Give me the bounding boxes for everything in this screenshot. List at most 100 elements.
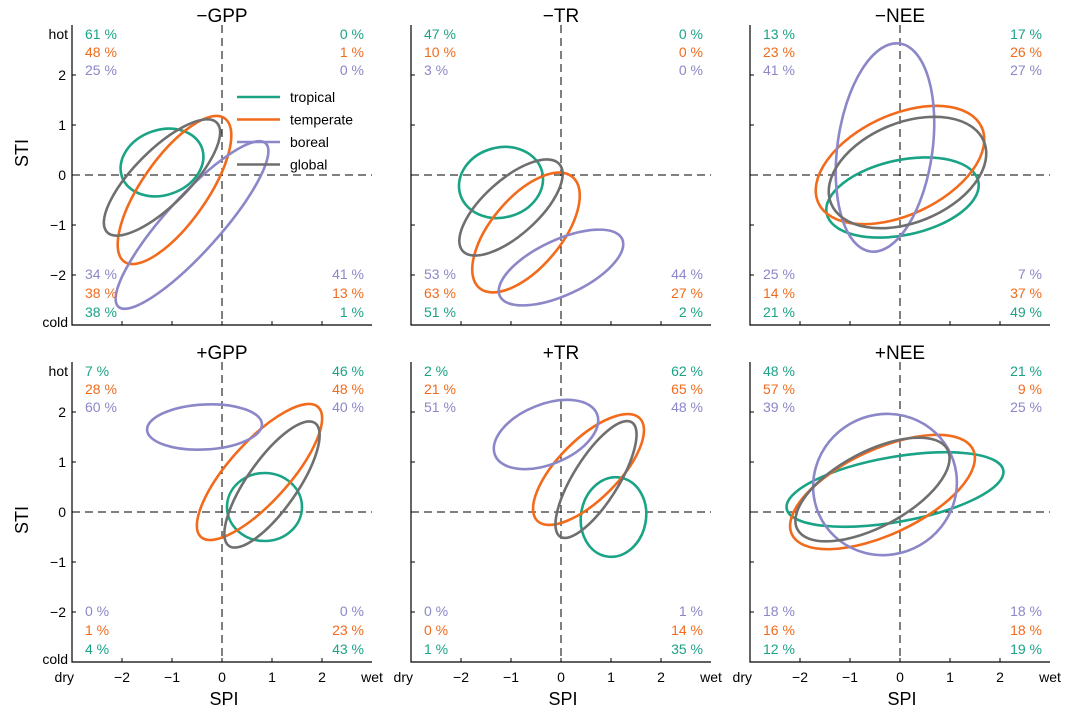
percent-top-left-temperate: 48 % [85,44,117,60]
x-tick-label: −2 [453,669,469,685]
percent-bottom-left-temperate: 16 % [763,622,795,638]
x-tick-label: −1 [842,669,858,685]
percent-bottom-right-tropical: 2 % [679,304,703,320]
percent-bottom-left-tropical: 12 % [763,641,795,657]
percent-bottom-right-temperate: 14 % [671,622,703,638]
percent-top-right-tropical: 46 % [332,363,364,379]
percent-top-left-boreal: 3 % [424,62,448,78]
percent-top-left-tropical: 13 % [763,26,795,42]
percent-bottom-left-boreal: 53 % [424,266,456,282]
percent-top-right-temperate: 0 % [679,44,703,60]
panel-5: −2 −1 0 1 2 dry wet +TR 2 % 62 % 21 % 65 % 51 % 48 % 0… [394,343,722,685]
ellipse-temperate [531,412,646,527]
legend: tropical temperate boreal global [237,89,353,173]
x-tick-label: 2 [996,669,1004,685]
percent-bottom-left-temperate: 0 % [424,622,448,638]
ellipse-tropical [457,145,545,220]
y-tick-label: 0 [58,504,66,520]
ellipse-global [554,419,638,540]
x-tick-label: −2 [114,669,130,685]
legend-label-temperate: temperate [290,112,353,128]
ellipse-global [794,436,951,543]
percent-top-right-tropical: 21 % [1010,363,1042,379]
percent-top-right-temperate: 26 % [1010,44,1042,60]
panel-title: −TR [543,6,579,27]
percent-top-right-temperate: 48 % [332,381,364,397]
panel-2: −TR 47 % 0 % 10 % 0 % 3 % 0 % 53 % 44 % 63 % 27 % 5… [410,6,711,326]
y-axis-label-bottom: STI [12,506,32,534]
percent-top-left-tropical: 61 % [85,26,117,42]
y-axis-label-top: STI [12,139,32,167]
ellipse-boreal [145,403,264,451]
percent-bottom-left-boreal: 18 % [763,603,795,619]
x-end-label-wet: wet [699,669,722,685]
y-tick-label: −2 [50,604,66,620]
ellipse-temperate [116,114,233,266]
percent-top-right-boreal: 48 % [671,399,703,415]
percent-bottom-right-tropical: 35 % [671,641,703,657]
percent-top-left-boreal: 60 % [85,399,117,415]
y-end-label-hot: hot [49,26,69,42]
ellipse-temperate [788,433,977,551]
percent-top-right-temperate: 9 % [1018,381,1042,397]
y-tick-label: 0 [58,167,66,183]
percent-top-right-boreal: 0 % [679,62,703,78]
x-tick-label: 2 [318,669,326,685]
y-tick-label: −2 [50,267,66,283]
x-tick-label: 0 [557,669,565,685]
x-axis-label-left: SPI [209,689,238,709]
x-tick-label: 1 [607,669,615,685]
axis-labels: STI STI SPI SPI SPI [12,139,917,709]
percent-top-left-boreal: 51 % [424,399,456,415]
panel-title: −NEE [875,6,925,27]
percent-bottom-left-temperate: 14 % [763,285,795,301]
x-tick-label: −1 [503,669,519,685]
percent-top-right-temperate: 1 % [340,44,364,60]
percent-bottom-left-temperate: 38 % [85,285,117,301]
percent-bottom-right-temperate: 23 % [332,622,364,638]
percent-bottom-right-boreal: 18 % [1010,603,1042,619]
percent-bottom-right-boreal: 0 % [340,603,364,619]
percent-bottom-left-tropical: 21 % [763,304,795,320]
percent-bottom-right-temperate: 27 % [671,285,703,301]
percent-top-left-tropical: 7 % [85,363,109,379]
ellipse-boreal [492,398,600,471]
ellipse-tropical [225,471,304,543]
y-tick-label: 1 [58,117,66,133]
percent-top-left-tropical: 2 % [424,363,448,379]
percent-bottom-left-boreal: 25 % [763,266,795,282]
ellipse-global [458,158,564,257]
panel-title: +NEE [875,343,925,364]
ellipse-tropical [119,127,205,198]
panel-title: +GPP [196,343,247,364]
legend-label-global: global [290,157,327,173]
percent-top-left-boreal: 25 % [85,62,117,78]
panel-title: +TR [543,343,579,364]
percent-top-left-temperate: 28 % [85,381,117,397]
x-axis-label-right: SPI [887,689,916,709]
percent-bottom-right-boreal: 1 % [679,603,703,619]
percent-top-right-temperate: 65 % [671,381,703,397]
percent-bottom-right-temperate: 13 % [332,285,364,301]
panel-1: −2 −1 0 1 2 hot cold −GPP 61 % 0 % 48 % 1 % 25 % 0 % 3… [42,6,372,330]
percent-top-right-tropical: 0 % [679,26,703,42]
percent-top-right-boreal: 0 % [340,62,364,78]
x-tick-label: −1 [164,669,180,685]
percent-bottom-right-tropical: 19 % [1010,641,1042,657]
x-end-label-dry: dry [733,669,752,685]
percent-bottom-left-boreal: 0 % [424,603,448,619]
ellipse-global [223,420,321,549]
percent-top-left-temperate: 57 % [763,381,795,397]
panels: −2 −1 0 1 2 hot cold −GPP 61 % 0 % 48 % 1 % 25 % 0 % 3… [42,6,1061,685]
percent-bottom-left-tropical: 51 % [424,304,456,320]
ellipse-global [827,115,988,230]
percent-bottom-left-temperate: 1 % [85,622,109,638]
percent-bottom-left-boreal: 0 % [85,603,109,619]
percent-top-left-boreal: 39 % [763,399,795,415]
percent-top-right-tropical: 62 % [671,363,703,379]
percent-top-left-tropical: 47 % [424,26,456,42]
percent-bottom-left-tropical: 1 % [424,641,448,657]
percent-bottom-right-boreal: 7 % [1018,266,1042,282]
percent-bottom-right-tropical: 43 % [332,641,364,657]
